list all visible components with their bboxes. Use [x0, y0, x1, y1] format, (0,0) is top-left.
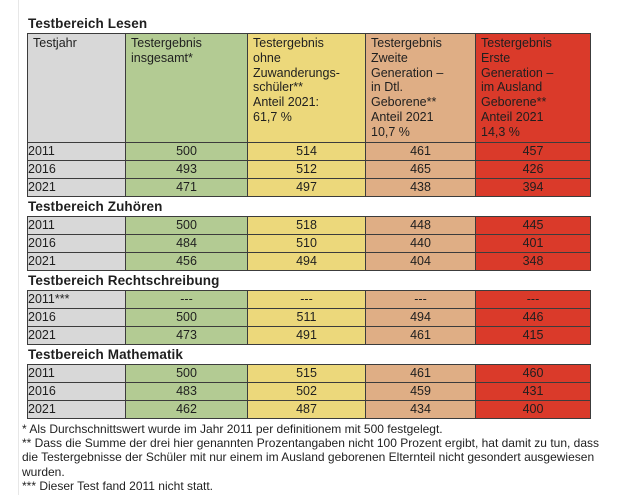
- value-cell: 497: [247, 177, 366, 197]
- year-cell: 2016: [27, 381, 126, 401]
- value-cell: 512: [247, 159, 366, 179]
- results-table-rechtschreibung: 2011*** --- --- --- --- 2016 500 511 494…: [27, 289, 591, 345]
- section-title-lesen: Testbereich Lesen: [28, 16, 148, 31]
- value-cell: 500: [125, 215, 248, 235]
- value-cell: 491: [247, 325, 366, 345]
- table-row: 2021 471 497 438 394: [27, 177, 591, 197]
- table-row: 2016 483 502 459 431: [27, 381, 591, 401]
- value-cell: 493: [125, 159, 248, 179]
- value-cell: 494: [365, 307, 476, 327]
- value-cell: 510: [247, 233, 366, 253]
- value-cell: 440: [365, 233, 476, 253]
- table-row: 2011 500 515 461 460: [27, 363, 591, 383]
- table-row: 2016 493 512 465 426: [27, 159, 591, 179]
- year-cell: 2016: [27, 307, 126, 327]
- value-cell: 518: [247, 215, 366, 235]
- table-header-row: Testjahr Testergebnis insgesamt* Testerg…: [27, 33, 591, 143]
- results-table-mathematik: 2011 500 515 461 460 2016 483 502 459 43…: [27, 363, 591, 419]
- value-cell: 400: [475, 399, 591, 419]
- value-cell: 487: [247, 399, 366, 419]
- value-cell: 415: [475, 325, 591, 345]
- value-cell: 434: [365, 399, 476, 419]
- value-cell: 438: [365, 177, 476, 197]
- value-cell: 471: [125, 177, 248, 197]
- value-cell: ---: [247, 289, 366, 309]
- table-row: 2011 500 514 461 457: [27, 141, 591, 161]
- value-cell: 394: [475, 177, 591, 197]
- section-title-zuhoeren: Testbereich Zuhören: [28, 198, 163, 214]
- footnote-percentages: ** Dass die Summe der drei hier genannte…: [22, 435, 600, 479]
- value-cell: 500: [125, 363, 248, 383]
- results-table-lesen: Testjahr Testergebnis insgesamt* Testerg…: [27, 33, 591, 197]
- value-cell: 483: [125, 381, 248, 401]
- table-row: 2021 462 487 434 400: [27, 399, 591, 419]
- table-row: 2016 484 510 440 401: [27, 233, 591, 253]
- value-cell: 426: [475, 159, 591, 179]
- year-cell: 2011***: [27, 289, 126, 309]
- page-edge-line: [18, 0, 19, 495]
- value-cell: 461: [365, 363, 476, 383]
- value-cell: ---: [475, 289, 591, 309]
- value-cell: 457: [475, 141, 591, 161]
- header-cell-erste-generation: Testergebnis Erste Generation – im Ausla…: [475, 33, 591, 143]
- results-table-zuhoeren: 2011 500 518 448 445 2016 484 510 440 40…: [27, 215, 591, 271]
- table-row: 2021 456 494 404 348: [27, 251, 591, 271]
- value-cell: 446: [475, 307, 591, 327]
- value-cell: 461: [365, 141, 476, 161]
- value-cell: 460: [475, 363, 591, 383]
- value-cell: 484: [125, 233, 248, 253]
- table-row: 2016 500 511 494 446: [27, 307, 591, 327]
- section-title-rechtschreibung: Testbereich Rechtschreibung: [28, 272, 220, 288]
- value-cell: 404: [365, 251, 476, 271]
- year-cell: 2011: [27, 215, 126, 235]
- value-cell: 462: [125, 399, 248, 419]
- section-title-mathematik: Testbereich Mathematik: [28, 346, 183, 362]
- year-cell: 2016: [27, 233, 126, 253]
- value-cell: 431: [475, 381, 591, 401]
- year-cell: 2021: [27, 251, 126, 271]
- header-cell-testjahr: Testjahr: [27, 33, 126, 143]
- value-cell: ---: [125, 289, 248, 309]
- value-cell: 502: [247, 381, 366, 401]
- table-row: 2021 473 491 461 415: [27, 325, 591, 345]
- value-cell: 500: [125, 141, 248, 161]
- year-cell: 2021: [27, 399, 126, 419]
- year-cell: 2011: [27, 363, 126, 383]
- header-cell-zweite-generation: Testergebnis Zweite Generation – in Dtl.…: [365, 33, 476, 143]
- year-cell: 2016: [27, 159, 126, 179]
- value-cell: 500: [125, 307, 248, 327]
- footnote-no-test-2011: *** Dieser Test fand 2011 nicht statt.: [22, 479, 213, 494]
- value-cell: 514: [247, 141, 366, 161]
- value-cell: 459: [365, 381, 476, 401]
- value-cell: 401: [475, 233, 591, 253]
- value-cell: 456: [125, 251, 248, 271]
- footnotes: * Als Durchschnittswert wurde im Jahr 20…: [22, 422, 602, 494]
- value-cell: 461: [365, 325, 476, 345]
- value-cell: 511: [247, 307, 366, 327]
- header-cell-insgesamt: Testergebnis insgesamt*: [125, 33, 248, 143]
- footnote-average-definition: * Als Durchschnittswert wurde im Jahr 20…: [22, 421, 443, 436]
- table-row: 2011*** --- --- --- ---: [27, 289, 591, 309]
- value-cell: 348: [475, 251, 591, 271]
- value-cell: 448: [365, 215, 476, 235]
- year-cell: 2021: [27, 177, 126, 197]
- table-row: 2011 500 518 448 445: [27, 215, 591, 235]
- document-page: Testbereich Lesen Testjahr Testergebnis …: [22, 14, 602, 494]
- value-cell: 445: [475, 215, 591, 235]
- value-cell: 494: [247, 251, 366, 271]
- year-cell: 2011: [27, 141, 126, 161]
- header-cell-ohne-zuwanderung: Testergebnis ohne Zuwanderungs- schüler*…: [247, 33, 366, 143]
- value-cell: 515: [247, 363, 366, 383]
- value-cell: ---: [365, 289, 476, 309]
- value-cell: 465: [365, 159, 476, 179]
- year-cell: 2021: [27, 325, 126, 345]
- value-cell: 473: [125, 325, 248, 345]
